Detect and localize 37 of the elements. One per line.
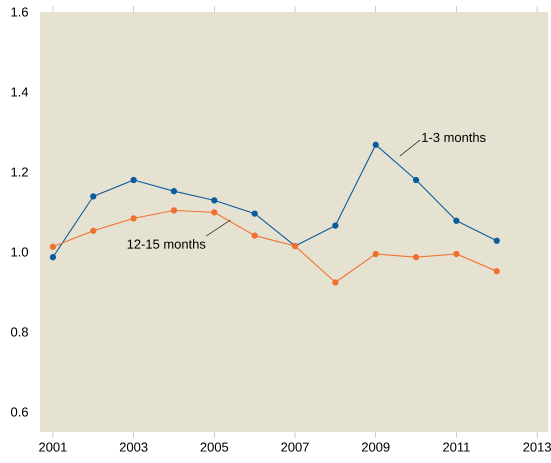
point [170, 188, 178, 194]
point [170, 207, 178, 214]
point [211, 197, 218, 204]
point [50, 244, 56, 250]
point [50, 254, 56, 260]
y-tick-label: 0.8 [11, 327, 28, 337]
x-tick-label: 2003 [120, 442, 148, 452]
point [453, 250, 460, 258]
point [494, 268, 500, 274]
point [412, 176, 420, 184]
point [252, 210, 258, 217]
y-tick-label: 0.6 [11, 407, 28, 417]
x-tick-label: 2011 [443, 442, 470, 452]
y-tick-label: 1.6 [11, 7, 28, 17]
y-tick-label: 1.0 [11, 247, 28, 257]
text: 1-3 months [422, 132, 486, 142]
series-label: 12-15 months [128, 239, 206, 249]
point [130, 176, 137, 184]
point [90, 228, 96, 234]
y-tick-label: 1.2 [11, 167, 28, 177]
x-tick-label: 2007 [281, 442, 309, 452]
point [412, 254, 420, 260]
y-tick-label: 1.4 [11, 88, 28, 96]
x-tick-label: 2013 [523, 442, 551, 452]
point [494, 238, 500, 244]
point [372, 250, 379, 258]
x-tick-label: 2001 [39, 442, 67, 452]
point [372, 142, 379, 148]
x-tick-label: 2005 [200, 442, 228, 452]
point [332, 279, 339, 286]
point [90, 193, 96, 200]
point [332, 222, 339, 229]
x-tick-label: 2009 [362, 442, 390, 452]
point [252, 232, 258, 239]
point [211, 209, 218, 216]
point [130, 215, 137, 222]
point [453, 218, 460, 224]
